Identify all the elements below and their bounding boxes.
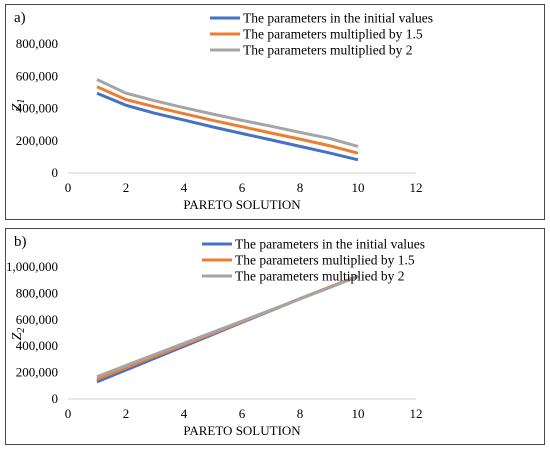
chart-b-y-axis-title: Z2 (10, 328, 27, 341)
panel-label-b: b) (14, 234, 27, 250)
chart-b-x-tick-label: 8 (297, 406, 304, 421)
chart-a-legend-label-1: The parameters in the initial values (243, 11, 433, 26)
chart-a-series-line-2 (96, 85, 359, 155)
chart-b-legend-label-1: The parameters in the initial values (235, 237, 425, 252)
chart-b-y-tick-label: 200,000 (16, 365, 58, 380)
chart-b-x-tick-label: 6 (239, 406, 246, 421)
chart-a-y-axis-title-subscript: 1 (16, 99, 27, 104)
chart-b-legend-label-3: The parameters multiplied by 2 (235, 269, 404, 284)
chart-a-x-tick-label: 0 (65, 180, 72, 195)
chart-b-legend-label-2: The parameters multiplied by 1.5 (235, 253, 415, 268)
chart-b-x-tick-label: 12 (410, 406, 423, 421)
chart-b-svg: 0 2 4 6 8 10 12 0 200,000 400,000 600,000 800,000 1,… (6, 237, 425, 439)
chart-a-x-tick-label: 4 (181, 180, 188, 195)
chart-a-y-tick-label: 0 (52, 165, 59, 180)
chart-b-x-tick-label: 4 (181, 406, 188, 421)
chart-a-x-tick-label: 8 (297, 180, 304, 195)
chart-a-svg: 0 2 4 6 8 10 12 0 200,000 400,000 600,000 800,000 PA… (10, 11, 433, 213)
chart-b-x-axis-title: PARETO SOLUTION (183, 423, 301, 438)
chart-a-legend-label-3: The parameters multiplied by 2 (243, 43, 412, 58)
chart-b-x-tick-label: 0 (65, 406, 72, 421)
chart-a-x-tick-label: 10 (352, 180, 365, 195)
chart-a-y-tick-label: 600,000 (16, 68, 58, 83)
chart-a-x-tick-label: 12 (410, 180, 423, 195)
chart-b-y-tick-label: 0 (52, 391, 59, 406)
chart-b-series-line-3 (96, 274, 359, 379)
chart-b-y-tick-label: 1,000,000 (6, 259, 58, 274)
chart-a-y-tick-label: 800,000 (16, 36, 58, 51)
chart-panel-a: a) 0 2 4 6 8 10 12 0 200,000 400,000 600,000 800,00… (5, 4, 545, 220)
chart-b-y-axis-title-subscript: 2 (16, 328, 27, 333)
chart-a-y-tick-label: 200,000 (16, 133, 58, 148)
chart-a-x-tick-label: 6 (239, 180, 246, 195)
chart-panel-b: b) 0 2 4 6 8 10 12 0 200,000 400,000 600,000 800,00… (5, 228, 545, 445)
chart-b-x-tick-label: 10 (352, 406, 365, 421)
chart-b-y-tick-label: 800,000 (16, 285, 58, 300)
chart-b-y-tick-label: 600,000 (16, 312, 58, 327)
chart-a-series-line-3 (96, 78, 359, 148)
chart-b-y-tick-label: 400,000 (16, 338, 58, 353)
panel-label-a: a) (14, 10, 26, 26)
chart-a-y-axis-title: Z1 (10, 99, 27, 112)
chart-b-x-tick-label: 2 (123, 406, 130, 421)
chart-a-x-tick-label: 2 (123, 180, 130, 195)
chart-a-series-line-1 (96, 91, 359, 162)
chart-a-legend-label-2: The parameters multiplied by 1.5 (243, 27, 423, 42)
chart-a-x-axis-title: PARETO SOLUTION (183, 197, 301, 212)
chart-a-y-tick-label: 400,000 (16, 101, 58, 116)
